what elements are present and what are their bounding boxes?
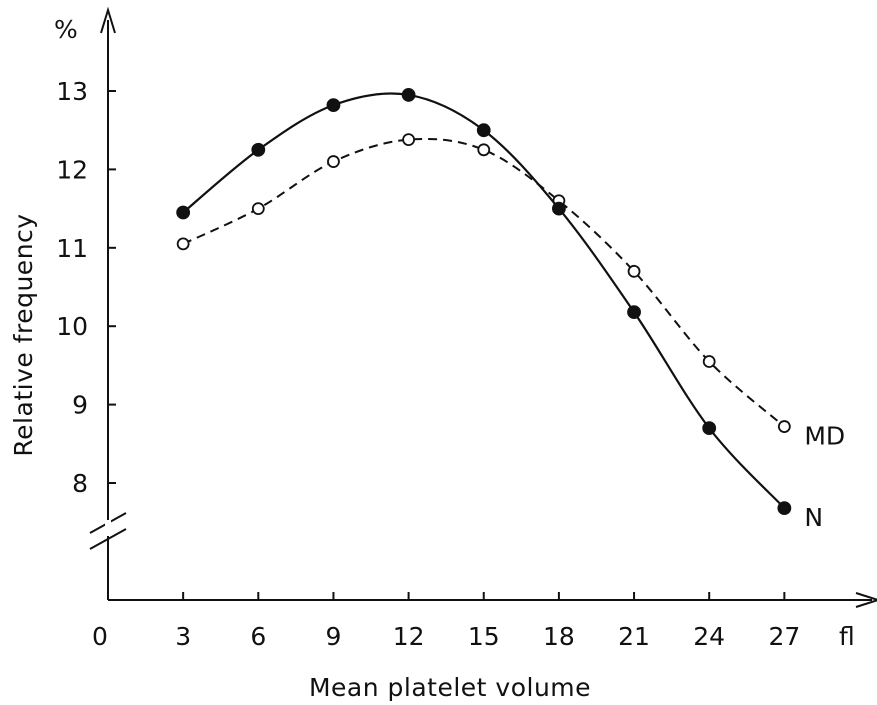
series-N: N: [176, 88, 823, 532]
x-tick-label: 15: [468, 622, 500, 651]
x-tick-label: 6: [250, 622, 266, 651]
series-MD-point: [327, 155, 340, 168]
x-tick-label: 21: [618, 622, 650, 651]
series-MD-label: MD: [804, 422, 845, 451]
y-unit-label: %: [54, 15, 78, 44]
series-N-label: N: [804, 503, 823, 532]
x-tick-label: 18: [543, 622, 575, 651]
y-ticks: 8 9 10 11 12 13: [56, 77, 116, 498]
x-unit-label: fl: [839, 622, 855, 651]
x-tick-label: 27: [768, 622, 800, 651]
series-N-point: [552, 201, 566, 216]
x-tick-label: 24: [693, 622, 725, 651]
x-tick-label: 12: [393, 622, 425, 651]
series-N-point: [401, 88, 416, 102]
y-tick-label: 11: [56, 234, 88, 263]
series-N-point: [777, 501, 792, 515]
y-tick-label: 12: [56, 155, 88, 184]
series-N-point: [476, 123, 491, 138]
series-N-point: [627, 305, 641, 319]
y-tick-label: 13: [56, 77, 88, 106]
series-N-line: [182, 92, 786, 509]
series-N-point: [251, 142, 266, 157]
x-tick-label: 9: [325, 622, 341, 651]
x-ticks: 0 3 6 9 12 15 18 21 24 27: [92, 592, 800, 651]
y-axis-break: [89, 512, 127, 550]
series-N-point: [176, 205, 191, 220]
series-MD: MD: [176, 133, 845, 451]
y-axis-arrow: [100, 6, 116, 34]
x-axis-title: Mean platelet volume: [309, 673, 591, 702]
series-MD-point: [251, 202, 265, 216]
y-axis-title: Relative frequency: [9, 213, 38, 456]
series-MD-point: [777, 420, 791, 433]
series-MD-point: [477, 143, 491, 157]
series-layer: MD N: [176, 88, 845, 532]
series-N-point: [326, 98, 341, 113]
series-MD-point: [176, 237, 190, 251]
series-MD-line: [182, 137, 786, 428]
y-tick-label: 9: [72, 391, 88, 420]
axes: [89, 6, 877, 608]
series-MD-point: [627, 264, 641, 278]
y-tick-label: 10: [56, 312, 88, 341]
series-N-point: [702, 421, 717, 436]
x-axis-arrow: [855, 592, 877, 608]
series-MD-point: [402, 133, 416, 147]
x-tick-label: 3: [175, 622, 191, 651]
x-tick-label: 0: [92, 622, 108, 651]
y-tick-label: 8: [72, 469, 88, 498]
series-MD-point: [702, 355, 716, 368]
